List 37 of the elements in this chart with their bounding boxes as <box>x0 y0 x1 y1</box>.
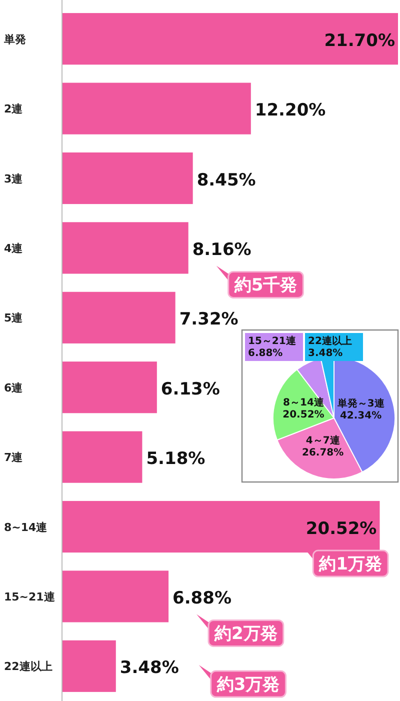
data-label: 6.88% <box>172 588 232 608</box>
annotation: 約3万発 <box>216 675 280 695</box>
data-label: 20.52% <box>282 409 324 420</box>
y-tick-label: 7連 <box>4 451 24 464</box>
data-label: 5.18% <box>146 449 206 470</box>
y-tick-label: 5連 <box>4 312 24 325</box>
callout: 約3万発 <box>198 665 286 698</box>
slice-label: 22連以上 <box>308 335 352 347</box>
y-tick-label: 単発 <box>3 32 27 46</box>
data-label: 26.78% <box>302 448 344 459</box>
data-label: 21.70% <box>324 30 395 51</box>
annotation: 約2万発 <box>214 624 278 644</box>
y-tick-label: 4連 <box>4 242 24 255</box>
data-label: 42.34% <box>340 410 382 422</box>
data-label: 8.16% <box>192 240 252 260</box>
data-label: 6.13% <box>160 379 220 400</box>
y-tick-label: 2連 <box>4 102 24 116</box>
y-tick-label: 22連以上 <box>4 660 52 674</box>
data-label: 20.52% <box>306 518 377 539</box>
data-label: 3.48% <box>120 658 179 678</box>
slice-label: 8～14連 <box>283 396 325 408</box>
callout: 約5千発 <box>216 266 304 298</box>
data-label: 12.20% <box>254 100 326 121</box>
annotation: 約5千発 <box>233 276 298 296</box>
y-tick-label: 3連 <box>4 172 24 186</box>
slice-label: 4～7連 <box>306 434 341 447</box>
callout: 約2万発 <box>196 614 284 647</box>
slice-label: 15～21連 <box>248 335 297 347</box>
y-tick-label: 15~21連 <box>4 590 56 604</box>
slice-label: 単発～3連 <box>336 397 386 410</box>
y-tick-label: 6連 <box>4 381 24 394</box>
data-label: 6.88% <box>248 348 283 359</box>
data-label: 8.45% <box>196 170 256 190</box>
data-label: 7.32% <box>179 310 238 330</box>
y-tick-label: 8~14連 <box>4 520 48 534</box>
annotation: 約1万発 <box>318 554 382 575</box>
data-label: 3.48% <box>308 348 343 359</box>
